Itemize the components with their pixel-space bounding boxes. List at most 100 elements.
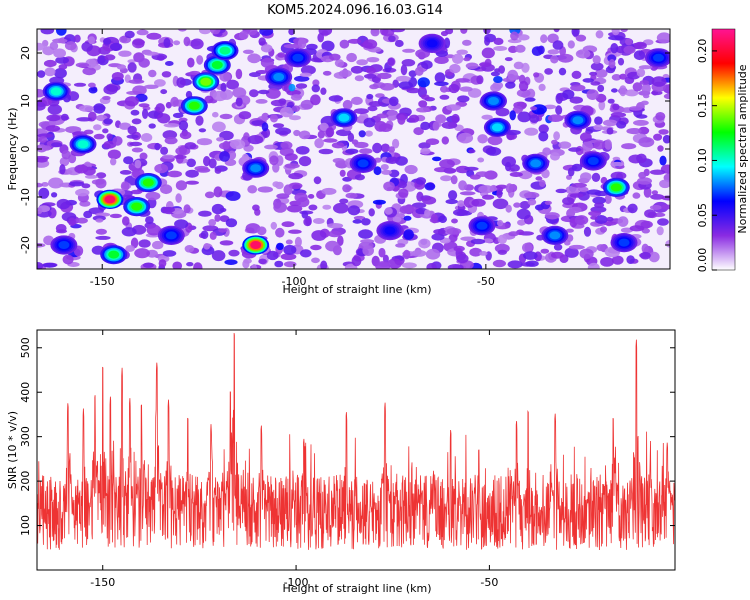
heatmap-cell bbox=[479, 62, 492, 67]
heatmap-cell bbox=[372, 199, 386, 205]
heatmap-cell bbox=[649, 205, 662, 210]
heatmap-cell bbox=[538, 83, 546, 91]
heatmap-cell bbox=[134, 159, 142, 169]
heatmap-cell bbox=[524, 127, 539, 136]
heatmap-cell bbox=[377, 72, 392, 80]
heatmap-cell bbox=[481, 114, 493, 120]
heatmap-cell bbox=[351, 255, 362, 267]
heatmap-cell bbox=[424, 209, 431, 217]
heatmap-cell bbox=[358, 130, 366, 138]
heatmap-cell bbox=[435, 114, 447, 124]
heatmap-cell bbox=[655, 112, 666, 121]
heatmap-cell bbox=[185, 180, 199, 185]
heatmap-cell bbox=[516, 89, 531, 98]
heatmap-ylabel: Frequency (Hz) bbox=[6, 108, 19, 191]
heatmap-cell bbox=[226, 79, 240, 90]
heatmap-cell bbox=[130, 189, 143, 195]
heatmap-cell bbox=[132, 39, 145, 46]
heatmap-cell bbox=[383, 181, 395, 192]
heatmap-cell bbox=[241, 153, 250, 163]
heatmap-cell bbox=[131, 147, 143, 153]
heatmap-cell bbox=[308, 204, 318, 211]
heatmap-cell bbox=[173, 154, 187, 160]
heatmap-cell bbox=[266, 250, 279, 261]
heatmap-cell bbox=[610, 43, 619, 54]
heatmap-cell bbox=[270, 114, 278, 123]
heatmap-cell bbox=[95, 178, 107, 189]
heatmap-cell bbox=[365, 67, 377, 74]
heatmap-cell bbox=[317, 32, 325, 43]
heatmap-cell bbox=[334, 59, 345, 68]
heatmap-cell bbox=[640, 100, 649, 106]
heatmap-cell bbox=[118, 50, 132, 57]
heatmap-cell bbox=[386, 109, 398, 121]
heatmap-cell bbox=[505, 81, 516, 89]
heatmap-hotspot bbox=[587, 157, 599, 165]
heatmap-cell bbox=[512, 105, 523, 114]
heatmap-cell bbox=[629, 225, 645, 232]
heatmap-cell bbox=[278, 98, 287, 104]
heatmap-cell bbox=[525, 260, 539, 267]
heatmap-cell bbox=[385, 156, 399, 164]
heatmap-y-tick-label: 10 bbox=[19, 94, 32, 108]
heatmap-cell bbox=[547, 49, 560, 55]
heatmap-cell bbox=[387, 258, 402, 269]
heatmap-cell bbox=[487, 135, 503, 146]
heatmap-cell bbox=[210, 29, 221, 35]
heatmap-cell bbox=[448, 190, 458, 201]
heatmap-cell bbox=[45, 125, 61, 132]
heatmap-cell bbox=[611, 29, 620, 36]
heatmap-hotspot bbox=[572, 116, 584, 125]
heatmap-cell bbox=[49, 41, 59, 51]
heatmap-cell bbox=[551, 251, 564, 259]
heatmap-cell bbox=[88, 86, 98, 94]
heatmap-cell bbox=[392, 138, 400, 149]
heatmap-cell bbox=[44, 67, 56, 77]
heatmap-cell bbox=[227, 150, 237, 160]
heatmap-cell bbox=[370, 29, 380, 34]
heatmap-cell bbox=[163, 37, 171, 48]
heatmap-cell bbox=[574, 215, 589, 226]
heatmap-cell bbox=[109, 213, 122, 219]
heatmap-cell bbox=[68, 181, 85, 187]
heatmap-cell bbox=[203, 243, 211, 250]
heatmap-cell bbox=[653, 133, 663, 141]
heatmap-cell bbox=[196, 138, 213, 146]
heatmap-cell bbox=[625, 38, 633, 46]
heatmap-cell bbox=[641, 243, 649, 254]
heatmap-cell bbox=[457, 95, 470, 103]
heatmap-cell bbox=[360, 239, 375, 244]
heatmap-cell bbox=[345, 148, 359, 154]
heatmap-cell bbox=[42, 262, 57, 268]
heatmap-cell bbox=[364, 73, 377, 79]
heatmap-cell bbox=[359, 148, 373, 155]
heatmap-cell bbox=[255, 99, 268, 104]
heatmap-cell bbox=[398, 188, 409, 198]
heatmap-y-tick-label: -10 bbox=[19, 188, 32, 206]
heatmap-cell bbox=[518, 80, 529, 92]
heatmap-cell bbox=[288, 29, 295, 36]
heatmap-cell bbox=[507, 38, 522, 44]
heatmap-cell bbox=[212, 121, 226, 133]
heatmap-cell bbox=[580, 132, 592, 142]
heatmap-cell bbox=[337, 235, 344, 246]
heatmap-cell bbox=[261, 122, 269, 132]
heatmap-cell bbox=[651, 76, 667, 87]
heatmap-cell bbox=[638, 137, 655, 148]
heatmap-cell bbox=[196, 55, 204, 65]
heatmap-cell bbox=[300, 65, 316, 75]
heatmap-cell bbox=[51, 192, 58, 198]
heatmap-cell bbox=[617, 57, 625, 66]
heatmap-cell bbox=[619, 73, 627, 80]
heatmap-cell bbox=[124, 96, 139, 107]
snr-ylabel: SNR (10 * v/v) bbox=[6, 411, 19, 489]
heatmap-cell bbox=[311, 84, 320, 93]
heatmap-cell bbox=[167, 170, 183, 178]
heatmap-cell bbox=[154, 79, 166, 87]
heatmap-cell bbox=[644, 209, 656, 218]
heatmap-cell bbox=[283, 261, 297, 268]
heatmap-cell bbox=[307, 194, 315, 199]
snr-y-ticks: 100 200 300 400 500 bbox=[19, 337, 675, 536]
heatmap-cell bbox=[604, 194, 612, 204]
heatmap-cell bbox=[517, 111, 531, 123]
